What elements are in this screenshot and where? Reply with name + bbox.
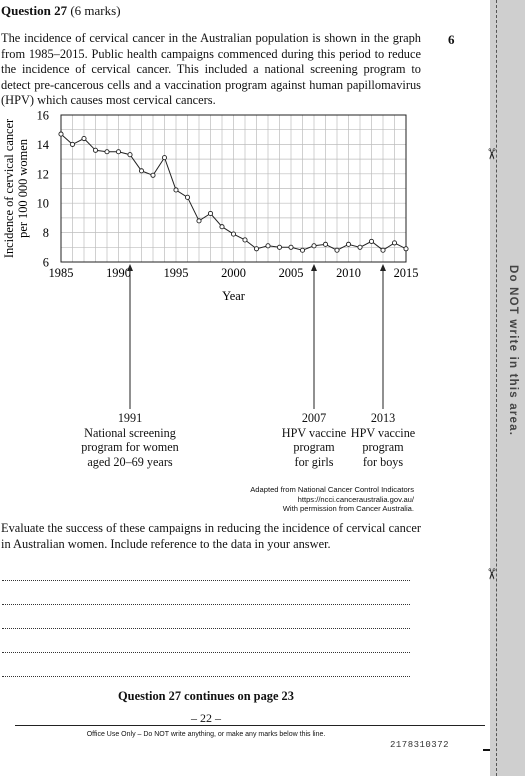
annotation-1991-screening: 1991 National screening program for wome…	[68, 411, 192, 469]
answer-line[interactable]	[2, 652, 410, 653]
margin-strip	[490, 0, 525, 776]
footer-rule	[15, 725, 485, 726]
data-point	[334, 247, 340, 253]
y-axis-label-second-line: per 100 000 women	[16, 139, 30, 238]
continuation-note: Question 27 continues on page 23	[118, 689, 294, 703]
data-point	[150, 172, 156, 178]
annotation-line: HPV vaccine	[281, 425, 347, 440]
data-point	[299, 247, 306, 253]
annotation-2013-hpv-boys: 2013 HPV vaccine program for boys	[321, 411, 445, 469]
question-intro: The incidence of cervical cancer in the …	[1, 31, 421, 108]
data-point	[230, 231, 237, 237]
question-marks: (6 marks)	[70, 3, 121, 18]
chart-grid	[60, 114, 407, 263]
source-line: Adapted from National Cancer Control Ind…	[250, 485, 414, 494]
data-point	[265, 243, 271, 249]
annotation-line: aged 20–69 years	[87, 454, 173, 469]
question-number: Question 27	[1, 3, 68, 18]
annotation-line: program	[362, 440, 404, 454]
y-tick-label: 12	[37, 167, 49, 181]
plot-frame	[60, 114, 407, 263]
data-point	[69, 141, 76, 147]
annotation-year: 1991	[117, 411, 143, 425]
x-tick-label: 1985	[49, 266, 74, 280]
scissors-icon: ✂	[482, 567, 501, 581]
x-axis-label: Year	[222, 289, 246, 303]
arrowhead	[127, 264, 133, 271]
answer-line[interactable]	[2, 580, 410, 581]
data-point	[184, 194, 191, 200]
data-point	[81, 135, 87, 142]
data-point	[322, 241, 329, 247]
annotation-line: program for women	[81, 440, 179, 454]
annotation-2007-hpv-girls: 2007 HPV vaccine program for girls	[252, 411, 376, 469]
y-tick-label: 6	[43, 256, 49, 270]
data-point	[173, 187, 179, 193]
annotation-year: 2013	[370, 411, 396, 425]
arrowhead	[380, 264, 386, 271]
data-point	[196, 218, 202, 224]
data-point	[161, 155, 168, 161]
x-tick-label: 2010	[336, 266, 361, 280]
data-point	[127, 152, 133, 158]
question-task: Evaluate the success of these campaigns …	[1, 521, 421, 551]
source-url: https://ncci.canceraustralia.gov.au/	[297, 494, 414, 504]
annotation-line: program	[293, 440, 335, 454]
do-not-write-notice: Do NOT write in this area.	[507, 265, 519, 437]
annotation-line: for girls	[294, 454, 334, 469]
x-tick-label: 2000	[221, 266, 246, 280]
series-points	[58, 131, 409, 253]
source-line: With permission from Cancer Australia.	[282, 504, 414, 513]
data-point	[380, 247, 386, 253]
y-axis-label: Incidence of cervical cancer	[2, 118, 16, 258]
data-point	[357, 244, 363, 250]
data-point	[92, 147, 99, 153]
answer-line[interactable]	[2, 604, 410, 605]
annotation-arrows	[127, 264, 386, 409]
data-point	[58, 131, 64, 137]
barcode-number: 2178310372	[390, 740, 450, 750]
answer-line[interactable]	[2, 676, 410, 677]
data-point	[104, 149, 110, 155]
y-tick-label: 14	[37, 138, 49, 152]
data-point	[219, 224, 225, 230]
y-tick-labels: 6 8 10 12 14 16	[37, 109, 49, 270]
annotation-line: National screening	[84, 425, 176, 440]
data-point	[403, 246, 409, 252]
data-point	[391, 240, 398, 246]
data-point	[207, 210, 214, 217]
annotation-line: for boys	[362, 454, 404, 469]
data-point	[345, 241, 352, 247]
source-credit: Adapted from National Cancer Control Ind…	[250, 485, 414, 514]
data-point	[368, 238, 375, 244]
cut-line	[496, 0, 497, 776]
annotation-line: HPV vaccine	[350, 425, 416, 440]
x-tick-label: 2005	[279, 266, 304, 280]
data-point	[276, 244, 283, 250]
y-tick-label: 10	[37, 197, 49, 211]
annotation-year: 2007	[301, 411, 327, 425]
question-title: Question 27 (6 marks)	[1, 3, 121, 19]
page-number: – 22 –	[191, 711, 221, 725]
data-point	[115, 149, 122, 155]
arrowhead	[311, 264, 317, 271]
data-point	[242, 237, 248, 243]
scissors-icon: ✂	[482, 147, 501, 161]
data-point	[138, 168, 145, 174]
answer-line[interactable]	[2, 628, 410, 629]
y-tick-label: 16	[37, 109, 49, 123]
x-tick-label: 2015	[394, 266, 419, 280]
x-tick-label: 1995	[164, 266, 189, 280]
x-tick-label: 1990	[106, 266, 131, 280]
marks-margin: 6	[448, 32, 455, 47]
data-point	[311, 243, 317, 249]
data-point	[253, 246, 260, 252]
office-use-notice: Office Use Only – Do NOT write anything,…	[86, 731, 326, 738]
data-point	[288, 244, 294, 250]
x-tick-labels: 1985 1990 1995 2000 2005 2010 2015	[49, 266, 419, 280]
y-tick-label: 8	[43, 226, 49, 240]
